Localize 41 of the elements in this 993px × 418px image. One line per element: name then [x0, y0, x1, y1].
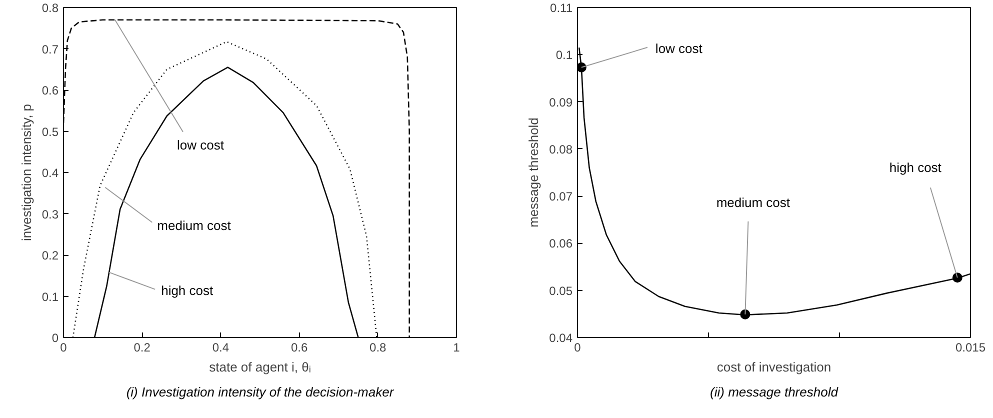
y-tick-label: 0.1 [556, 48, 573, 62]
y-tick-label: 0.7 [42, 42, 59, 56]
y-tick-label: 0 [52, 331, 59, 345]
point [578, 62, 586, 72]
y-tick-label: 0.2 [42, 248, 59, 262]
y-tick-label: 0.1 [42, 290, 59, 304]
y-tick-label: 0.5 [42, 124, 59, 139]
y-axis-title: message threshold [526, 118, 542, 228]
point [740, 309, 750, 320]
x-tick-label: 0.2 [134, 340, 151, 354]
y-tick-label: 0.04 [549, 331, 573, 345]
y-tick-label: 0.05 [549, 284, 573, 298]
text: (ii) message threshold [710, 384, 839, 400]
x-tick-label: 0.4 [212, 340, 230, 354]
annotation: low cost [176, 137, 224, 152]
x-tick-label: 0 [60, 340, 68, 354]
y-tick-label: 0.07 [549, 190, 573, 204]
y-tick-label: 0.8 [42, 1, 59, 15]
annotation: medium cost [716, 194, 790, 210]
y-tick-label: 0.11 [550, 1, 573, 15]
annotation: medium cost [157, 218, 232, 233]
y-tick-label: 0.6 [42, 84, 59, 98]
x-axis-title: state of agent i, θᵢ [209, 360, 311, 374]
y-tick-label: 0.4 [42, 166, 59, 180]
y-tick-label: 0.06 [549, 236, 573, 251]
y-axis-title: investigation intensity, p [18, 104, 34, 242]
annotation: high cost [161, 282, 214, 298]
y-tick-label: 0.09 [549, 95, 573, 110]
annotation: low cost [655, 40, 703, 56]
x-axis-title: cost of investigation [716, 360, 832, 374]
text: (i) Investigation intensity of the decision-maker [126, 384, 394, 400]
y-tick-label: 0.08 [549, 142, 573, 156]
x-tick-label: 0.8 [370, 340, 387, 354]
x-tick-label: 0 [574, 340, 582, 354]
annotation: high cost [889, 160, 942, 176]
x-tick-label: 1 [453, 340, 460, 354]
line-series [94, 66, 359, 338]
point [952, 272, 962, 283]
x-tick-label: 0.015 [955, 340, 986, 354]
x-tick-label: 0.6 [290, 340, 308, 354]
y-tick-label: 0.3 [42, 207, 59, 222]
